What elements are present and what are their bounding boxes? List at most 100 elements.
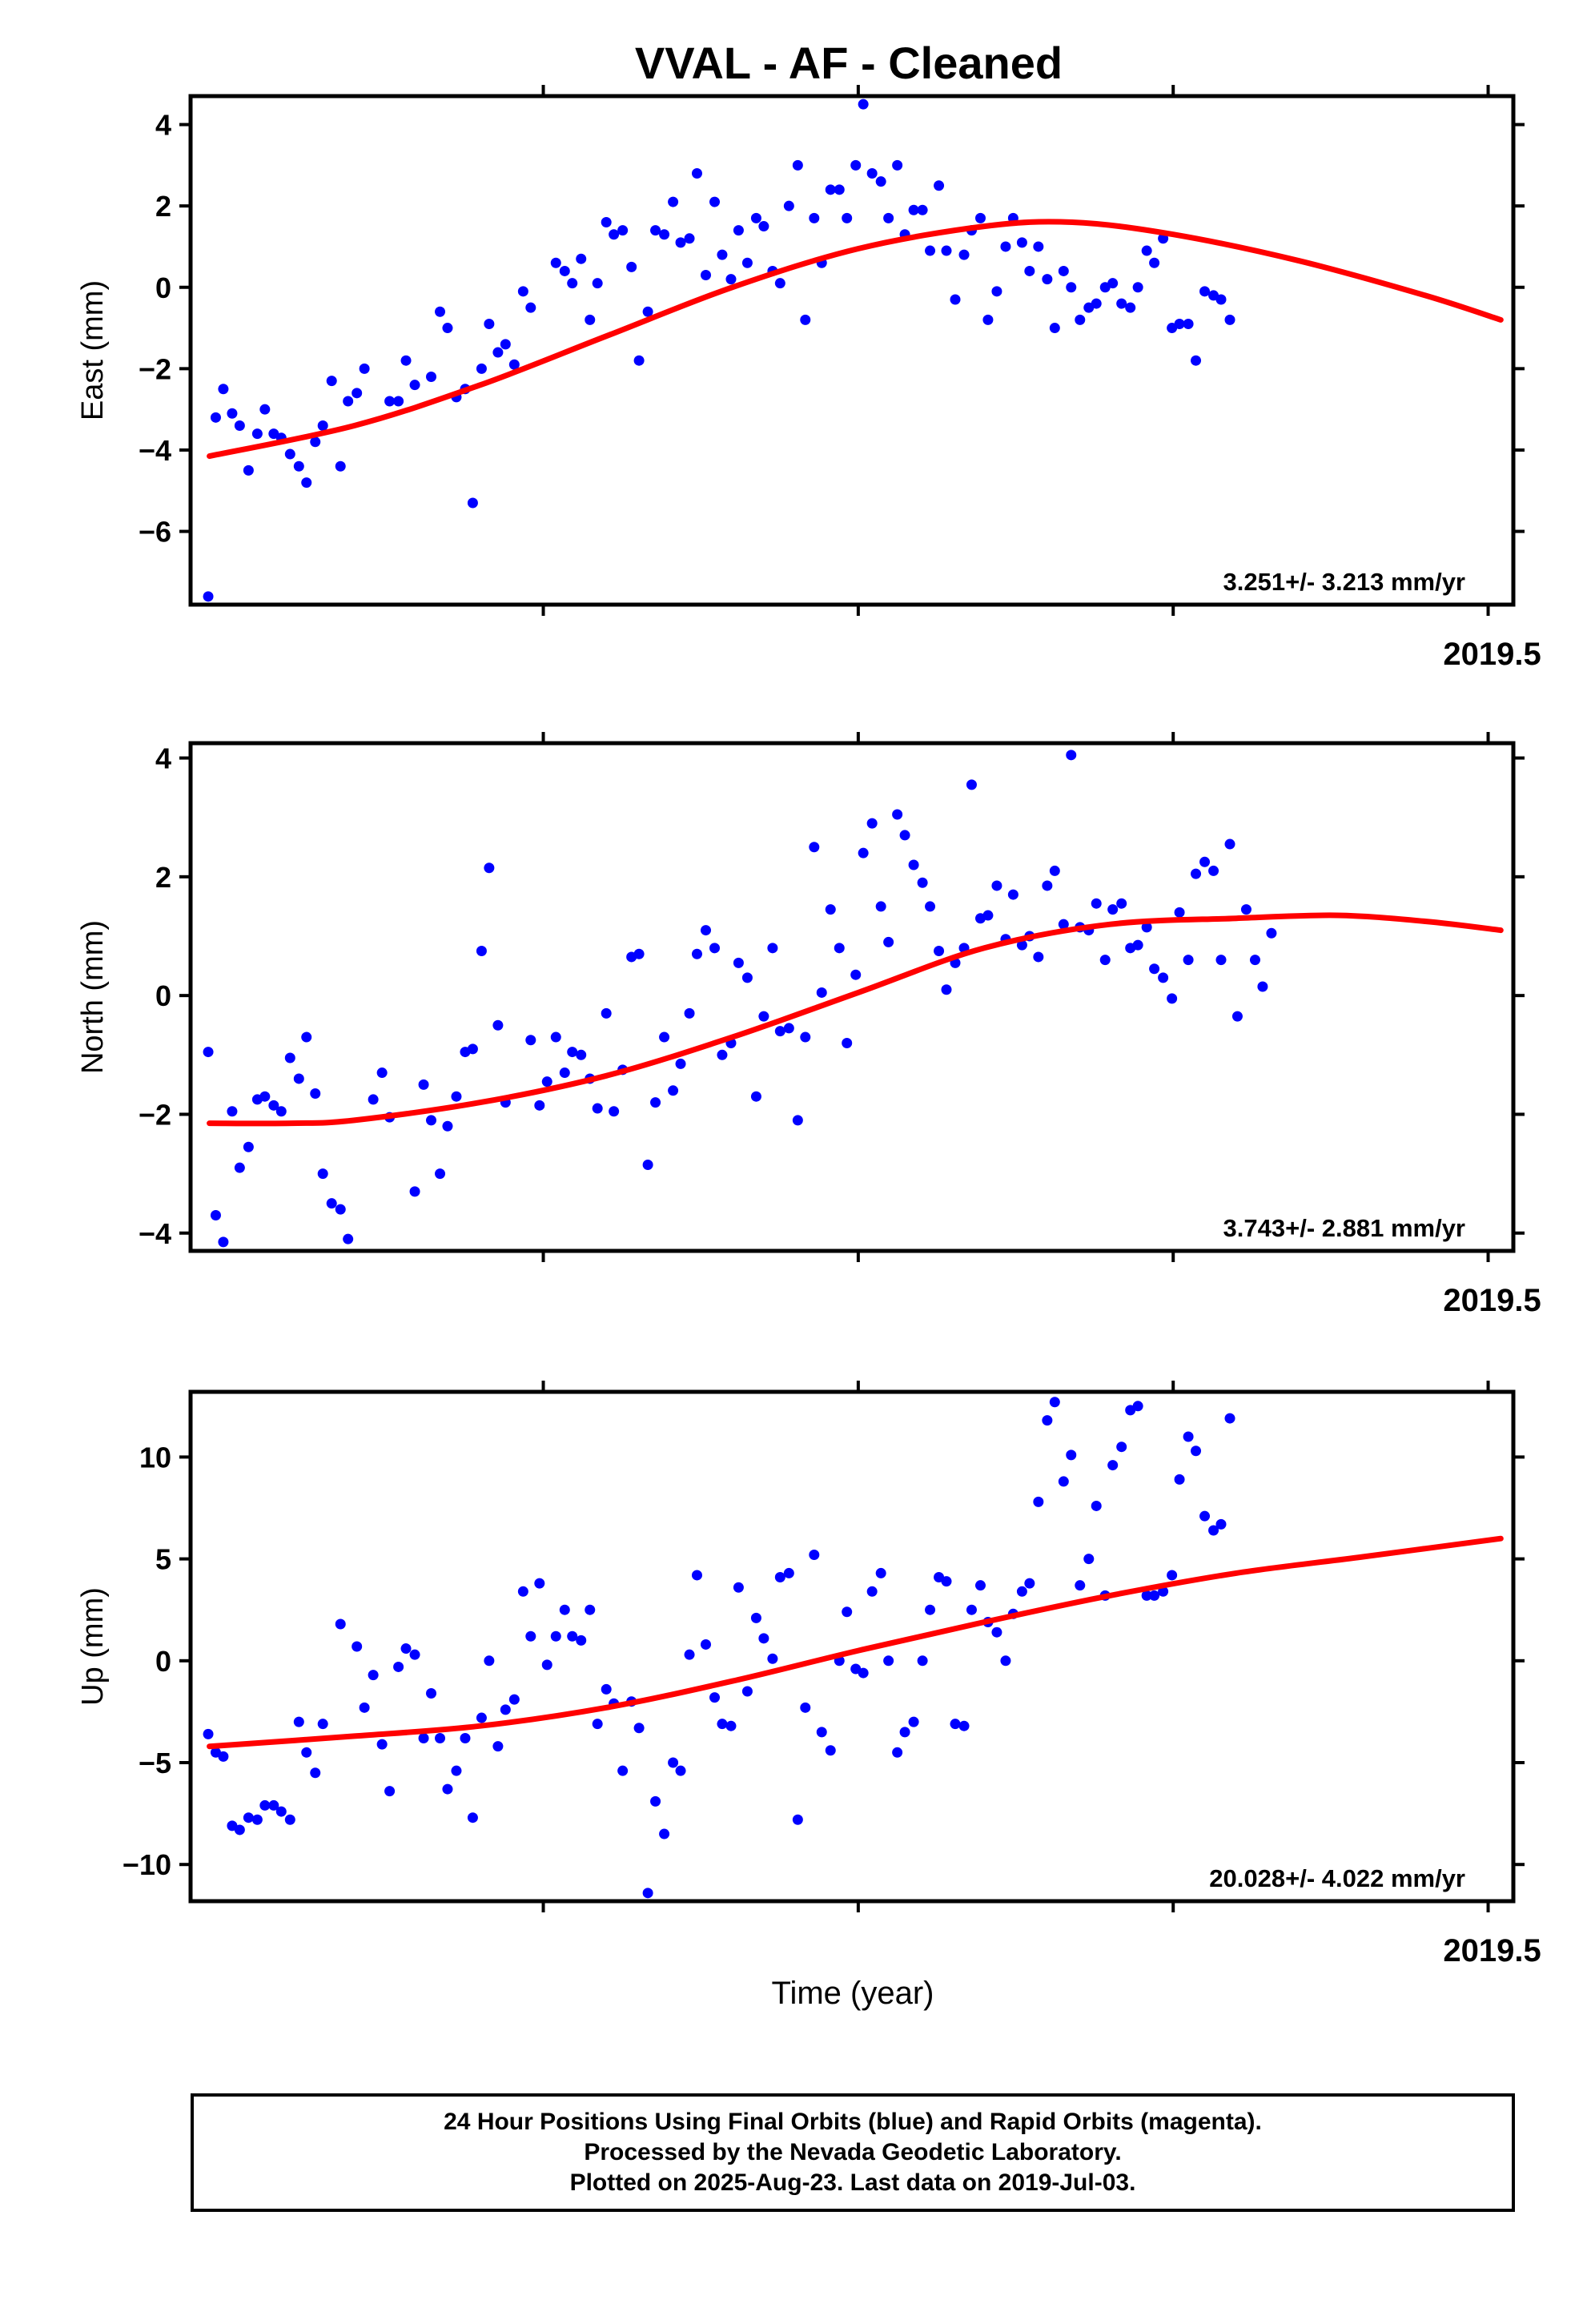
east-data-point: [601, 216, 612, 227]
north-data-point: [866, 818, 878, 829]
up-ytick-label: 10: [139, 1441, 171, 1474]
north-data-point: [492, 1019, 504, 1031]
east-data-point: [908, 204, 919, 215]
east-data-point: [1174, 318, 1185, 329]
east-data-point: [484, 318, 495, 329]
north-data-point: [1049, 865, 1060, 876]
up-data-point: [393, 1661, 404, 1672]
up-data-point: [359, 1702, 370, 1713]
east-data-point: [1215, 294, 1227, 305]
north-data-point: [1257, 981, 1268, 992]
north-data-point: [783, 1023, 794, 1034]
east-data-point: [517, 286, 528, 297]
up-data-point: [508, 1694, 520, 1705]
up-data-point: [1149, 1590, 1160, 1601]
east-ytick-label: 4: [155, 109, 171, 142]
up-data-point: [1167, 1570, 1178, 1581]
east-data-point: [792, 159, 803, 171]
east-data-point: [783, 200, 794, 211]
north-data-point: [576, 1049, 587, 1060]
up-panel: 10 5 0 −5 −10 2019.5 Up (mm) 20.028+/- 4.022 mm…: [76, 1381, 1541, 1968]
north-data-point: [991, 880, 1002, 891]
up-data-point: [650, 1795, 661, 1807]
up-data-point: [1183, 1431, 1194, 1442]
east-data-point: [1000, 241, 1011, 252]
up-data-point: [1091, 1500, 1102, 1511]
north-data-point: [234, 1162, 245, 1173]
north-data-point: [293, 1073, 304, 1084]
east-data-point: [1107, 278, 1119, 289]
up-data-point: [691, 1570, 702, 1581]
north-data-point: [917, 877, 928, 888]
north-data-point: [709, 943, 721, 954]
east-data-point: [335, 460, 346, 472]
north-model-fit-line: [207, 912, 1504, 1127]
north-data-point: [435, 1168, 446, 1180]
up-data-point: [783, 1567, 794, 1578]
east-data-point: [293, 460, 304, 472]
footer-line-1: 24 Hour Positions Using Final Orbits (bl…: [444, 2109, 1262, 2135]
up-data-points: [203, 1397, 1235, 1899]
east-data-point: [866, 168, 878, 179]
up-data-point: [376, 1739, 388, 1750]
east-data-point: [317, 420, 328, 431]
north-ytick-label: 2: [155, 861, 171, 894]
east-data-point: [650, 225, 661, 236]
up-data-point: [741, 1686, 753, 1697]
north-data-point: [451, 1091, 462, 1102]
up-data-point: [883, 1655, 894, 1667]
east-data-point: [675, 237, 686, 248]
east-data-point: [925, 245, 936, 256]
up-data-point: [352, 1641, 363, 1652]
north-data-point: [343, 1233, 354, 1244]
north-data-point: [376, 1068, 388, 1079]
up-data-point: [1107, 1460, 1119, 1471]
east-data-point: [1016, 237, 1027, 248]
east-data-point: [359, 363, 370, 374]
up-data-point: [758, 1633, 769, 1644]
up-data-point: [1016, 1586, 1027, 1597]
north-data-point: [1224, 838, 1235, 850]
up-data-point: [767, 1653, 778, 1664]
up-data-point: [476, 1712, 487, 1723]
up-data-point: [517, 1586, 528, 1597]
north-data-point: [892, 809, 903, 820]
north-data-point: [259, 1091, 271, 1102]
east-data-point: [691, 168, 702, 179]
east-data-point: [883, 212, 894, 223]
north-data-point: [1099, 955, 1111, 966]
north-data-point: [774, 1026, 785, 1037]
east-data-point: [218, 384, 229, 395]
east-data-point: [585, 314, 596, 325]
up-data-point: [418, 1732, 429, 1743]
up-data-point: [991, 1626, 1002, 1638]
north-data-point: [858, 847, 869, 858]
east-data-point: [234, 420, 245, 431]
east-data-point: [301, 477, 312, 489]
north-data-point: [982, 910, 994, 921]
north-data-point: [1141, 922, 1152, 933]
north-data-point: [317, 1168, 328, 1180]
up-data-point: [1042, 1415, 1053, 1426]
north-data-point: [675, 1058, 686, 1069]
east-ytick-label: −4: [139, 434, 171, 467]
east-data-point: [426, 372, 437, 383]
north-data-point: [559, 1068, 570, 1079]
north-ytick-label: −4: [139, 1217, 171, 1250]
up-xtick-label: 2019.5: [1443, 1933, 1541, 1968]
north-data-point: [284, 1052, 295, 1063]
up-data-point: [435, 1732, 446, 1743]
east-data-point: [559, 265, 570, 276]
east-data-point: [442, 323, 453, 334]
up-data-point: [384, 1786, 396, 1797]
east-data-point: [958, 249, 970, 260]
north-data-point: [816, 987, 827, 998]
east-data-point: [684, 233, 695, 244]
up-data-point: [567, 1630, 578, 1642]
east-data-point: [400, 355, 412, 366]
up-data-point: [1224, 1413, 1235, 1424]
up-data-point: [659, 1828, 670, 1839]
up-data-point: [601, 1683, 612, 1695]
north-data-point: [1167, 993, 1178, 1004]
east-data-point: [1224, 314, 1235, 325]
